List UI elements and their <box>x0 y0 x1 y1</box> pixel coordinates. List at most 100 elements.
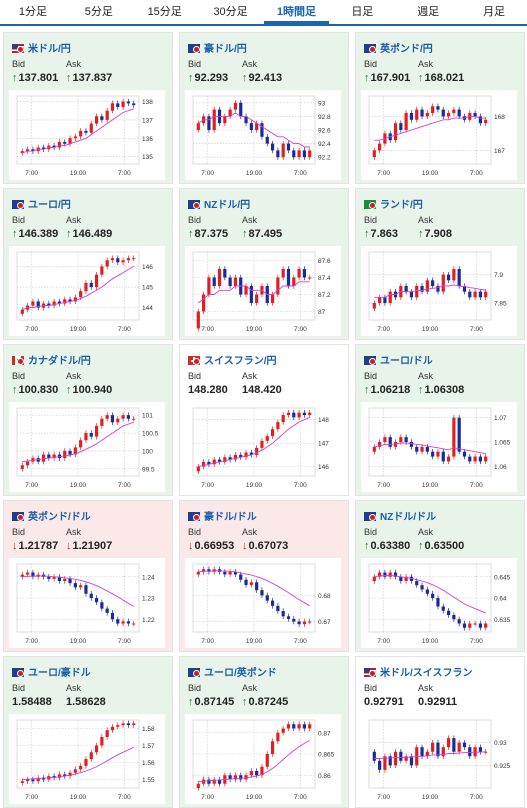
pair-title[interactable]: 英ポンド/円 <box>364 40 520 55</box>
candle-body <box>110 258 115 261</box>
candle-body <box>297 412 301 418</box>
candle-body <box>73 447 77 455</box>
price-chart: 93 92.8 92.6 92.4 92.2 7:00 19:00 7:00 <box>192 95 331 177</box>
tab-1[interactable]: 5分足 <box>84 6 113 18</box>
currency-card[interactable]: カナダドル/円 Bid Ask ↑100.830 ↑100.940 101 100.5 100… <box>3 344 173 496</box>
pair-title[interactable]: ユーロ/豪ドル <box>12 664 168 679</box>
pair-title[interactable]: NZドル/円 <box>188 196 344 211</box>
currency-card[interactable]: ランド/円 Bid Ask ↑7.863 ↑7.908 7.9 7.85 7:00 19:00 7… <box>355 188 525 340</box>
chart-thumbnail[interactable]: 7.9 7.85 7:00 19:00 7:00 <box>361 246 517 336</box>
candle-body <box>409 756 414 766</box>
candle-body <box>110 103 115 111</box>
arrow-up-icon: ↑ <box>364 540 370 552</box>
pair-title[interactable]: 豪ドル/円 <box>188 40 344 55</box>
currency-card[interactable]: NZドル/ドル Bid Ask ↑0.63380 ↑0.63500 0.645 0.64 0.… <box>355 500 525 652</box>
bid-value: ↓1.21787 <box>12 540 58 552</box>
ask-value: ↑87.495 <box>242 228 282 240</box>
bid-value: ↑87.375 <box>188 228 228 240</box>
currency-card[interactable]: スイスフラン/円 Bid Ask 148.280 148.420 148 147 146 7:0… <box>179 344 349 496</box>
candle-body <box>420 585 424 590</box>
chart-thumbnail[interactable]: 146 145 144 7:00 19:00 7:00 <box>9 246 165 336</box>
moving-average-line <box>22 266 134 311</box>
candle-body <box>212 459 216 465</box>
ask-label: Ask <box>418 371 434 381</box>
bid-price: 148.280 <box>188 384 228 396</box>
pair-title[interactable]: 米ドル/円 <box>12 40 168 55</box>
chart-thumbnail[interactable]: 148 147 146 7:00 19:00 7:00 <box>185 402 341 492</box>
chart-thumbnail[interactable]: 0.87 0.865 0.86 7:00 19:00 7:00 <box>185 714 341 804</box>
ask-price: 0.87245 <box>248 696 289 708</box>
currency-card[interactable]: 豪ドル/円 Bid Ask ↑92.293 ↑92.413 93 92.8 92.6 92.4 9… <box>179 32 349 184</box>
chart-thumbnail[interactable]: 1.24 1.23 1.22 7:00 19:00 7:00 <box>9 558 165 648</box>
candle-body <box>270 294 275 303</box>
pair-title[interactable]: ユーロ/英ポンド <box>188 664 344 679</box>
candle-body <box>270 429 275 437</box>
pair-title[interactable]: カナダドル/円 <box>12 352 168 367</box>
currency-card[interactable]: ユーロ/ドル Bid Ask ↑1.06218 ↑1.06308 1.07 1.065 1.0… <box>355 344 525 496</box>
tab-4[interactable]: 1時間足 <box>263 0 330 24</box>
candle-body <box>202 294 206 312</box>
arrow-up-icon: ↑ <box>364 72 370 84</box>
chart-thumbnail[interactable]: 168 167 7:00 19:00 7:00 <box>361 90 517 180</box>
y-tick-label: 87.2 <box>318 292 331 299</box>
pair-title[interactable]: NZドル/ドル <box>364 508 520 523</box>
chart-thumbnail[interactable]: 0.68 0.67 7:00 19:00 7:00 <box>185 558 341 648</box>
y-tick-label: 1.23 <box>142 596 155 603</box>
candle-body <box>57 301 62 304</box>
chart-thumbnail[interactable]: 101 100.5 100 99.5 7:00 19:00 7:00 <box>9 402 165 492</box>
price-chart: 7.9 7.85 7:00 19:00 7:00 <box>368 251 507 333</box>
chart-thumbnail[interactable]: 1.58 1.57 1.56 1.55 7:00 19:00 7:00 <box>9 714 165 804</box>
candle-body <box>233 454 238 460</box>
candle-body <box>233 571 238 575</box>
candle-body <box>265 436 269 441</box>
chart-thumbnail[interactable]: 87.6 87.4 87.2 87 7:00 19:00 7:00 <box>185 246 341 336</box>
candle-body <box>89 593 93 598</box>
candle-body <box>281 415 285 423</box>
currency-card[interactable]: 豪ドル/ドル Bid Ask ↓0.66953 ↓0.67073 0.68 0.67 7:00… <box>179 500 349 652</box>
price-chart: 87.6 87.4 87.2 87 7:00 19:00 7:00 <box>192 251 331 333</box>
chart-thumbnail[interactable]: 0.645 0.64 0.635 7:00 19:00 7:00 <box>361 558 517 648</box>
tab-5[interactable]: 日足 <box>351 6 374 18</box>
candle-body <box>452 109 456 113</box>
moving-average-line <box>374 442 486 455</box>
tab-0[interactable]: 1分足 <box>18 6 47 18</box>
pair-title[interactable]: 英ポンド/ドル <box>12 508 168 523</box>
currency-card[interactable]: 英ポンド/ドル Bid Ask ↓1.21787 ↓1.21907 1.24 1.23 1.2… <box>3 500 173 652</box>
tab-7[interactable]: 月足 <box>483 6 506 18</box>
candle-body <box>196 123 200 130</box>
currency-card[interactable]: NZドル/円 Bid Ask ↑87.375 ↑87.495 87.6 87.4 87.2 87… <box>179 188 349 340</box>
candle-body <box>383 297 387 303</box>
currency-card[interactable]: ユーロ/豪ドル Bid Ask 1.58488 1.58628 1.58 1.57 1.56 1… <box>3 656 173 808</box>
candle-body <box>26 461 30 466</box>
currency-card[interactable]: ユーロ/英ポンド Bid Ask ↑0.87145 ↑0.87245 0.87 0.865 0… <box>179 656 349 808</box>
currency-card[interactable]: ユーロ/円 Bid Ask ↑146.389 ↑146.489 146 145 144 7:00… <box>3 188 173 340</box>
currency-card[interactable]: 米ドル/円 Bid Ask ↑137.801 ↑137.837 138 137 136 135 7… <box>3 32 173 184</box>
tab-2[interactable]: 15分足 <box>147 6 182 18</box>
chart-thumbnail[interactable]: 93 92.8 92.6 92.4 92.2 7:00 19:00 7:00 <box>185 90 341 180</box>
currency-card[interactable]: 米ドル/スイスフラン Bid Ask 0.92791 0.92911 0.93 0.925 7… <box>355 656 525 808</box>
chart-thumbnail[interactable]: 0.93 0.925 7:00 19:00 7:00 <box>361 714 517 804</box>
tab-6[interactable]: 週足 <box>417 6 440 18</box>
pair-title[interactable]: 豪ドル/ドル <box>188 508 344 523</box>
candle-body <box>20 781 24 783</box>
bid-value: ↓0.66953 <box>188 540 234 552</box>
candle-body <box>84 130 88 133</box>
arrow-up-icon: ↑ <box>418 72 424 84</box>
tab-3[interactable]: 30分足 <box>213 6 248 18</box>
pair-title[interactable]: ユーロ/円 <box>12 196 168 211</box>
candle-body <box>452 615 456 620</box>
candle-body <box>484 623 488 628</box>
pair-title[interactable]: 米ドル/スイスフラン <box>364 664 520 679</box>
candle-body <box>207 569 211 572</box>
currency-card[interactable]: 英ポンド/円 Bid Ask ↑167.901 ↑168.021 168 167 7:00 19… <box>355 32 525 184</box>
candle-body <box>292 150 296 158</box>
chart-thumbnail[interactable]: 138 137 136 135 7:00 19:00 7:00 <box>9 90 165 180</box>
pair-title[interactable]: ユーロ/ドル <box>364 352 520 367</box>
pair-title[interactable]: ランド/円 <box>364 196 520 211</box>
chart-thumbnail[interactable]: 1.07 1.065 1.06 7:00 19:00 7:00 <box>361 402 517 492</box>
candle-body <box>116 725 120 727</box>
candle-body <box>207 277 211 295</box>
bid-value: 0.92791 <box>364 696 404 708</box>
pair-title[interactable]: スイスフラン/円 <box>188 352 344 367</box>
pair-name: 米ドル/円 <box>28 44 71 55</box>
